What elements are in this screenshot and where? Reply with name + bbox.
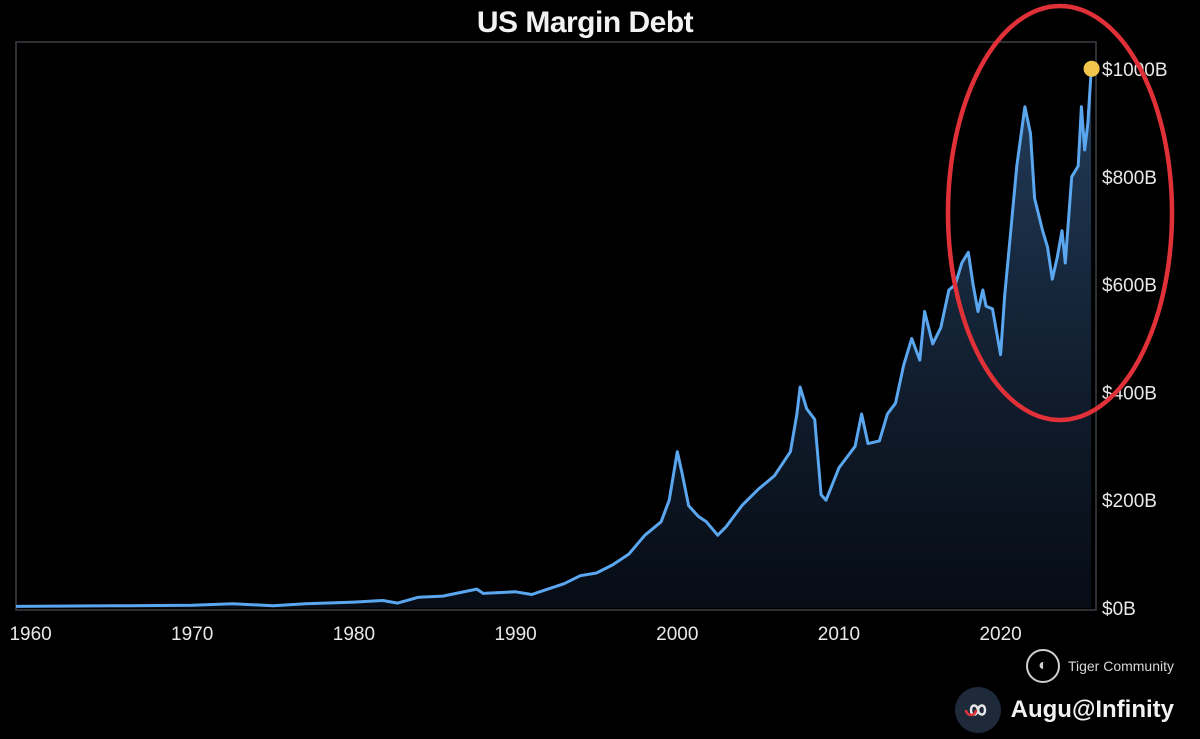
latest-value-marker <box>1083 60 1100 77</box>
plot-frame <box>15 41 1097 611</box>
chart-title: US Margin Debt <box>476 6 694 39</box>
watermark: ◐ Tiger Community Augu@Infinity <box>926 649 1186 733</box>
x-tick-label: 1960 <box>9 624 51 645</box>
x-tick-label: 2010 <box>818 624 860 645</box>
y-tick-label: $0B <box>1102 599 1136 620</box>
x-tick-label: 1970 <box>171 624 213 645</box>
tiger-community-label: Tiger Community <box>1067 658 1174 674</box>
x-tick-label: 1990 <box>494 624 536 645</box>
x-tick-label: 2000 <box>656 624 698 645</box>
highlight-circle <box>945 3 1175 423</box>
author-badge: Augu@Infinity <box>954 687 1174 733</box>
margin-debt-line <box>15 71 1093 608</box>
infinity-avatar-icon <box>954 687 1001 733</box>
x-tick-label: 2020 <box>979 624 1021 645</box>
y-tick-label: $1000B <box>1102 60 1168 81</box>
tiger-logo-icon: ◐ <box>1025 649 1060 683</box>
y-tick-label: $400B <box>1102 383 1157 404</box>
margin-debt-area <box>16 71 1092 608</box>
y-tick-label: $600B <box>1102 276 1157 297</box>
x-tick-label: 1980 <box>333 624 375 645</box>
y-tick-label: $200B <box>1102 491 1157 512</box>
y-tick-label: $800B <box>1102 168 1157 189</box>
tiger-community-badge: ◐ Tiger Community <box>1025 649 1174 683</box>
author-name: Augu@Infinity <box>1010 696 1174 723</box>
